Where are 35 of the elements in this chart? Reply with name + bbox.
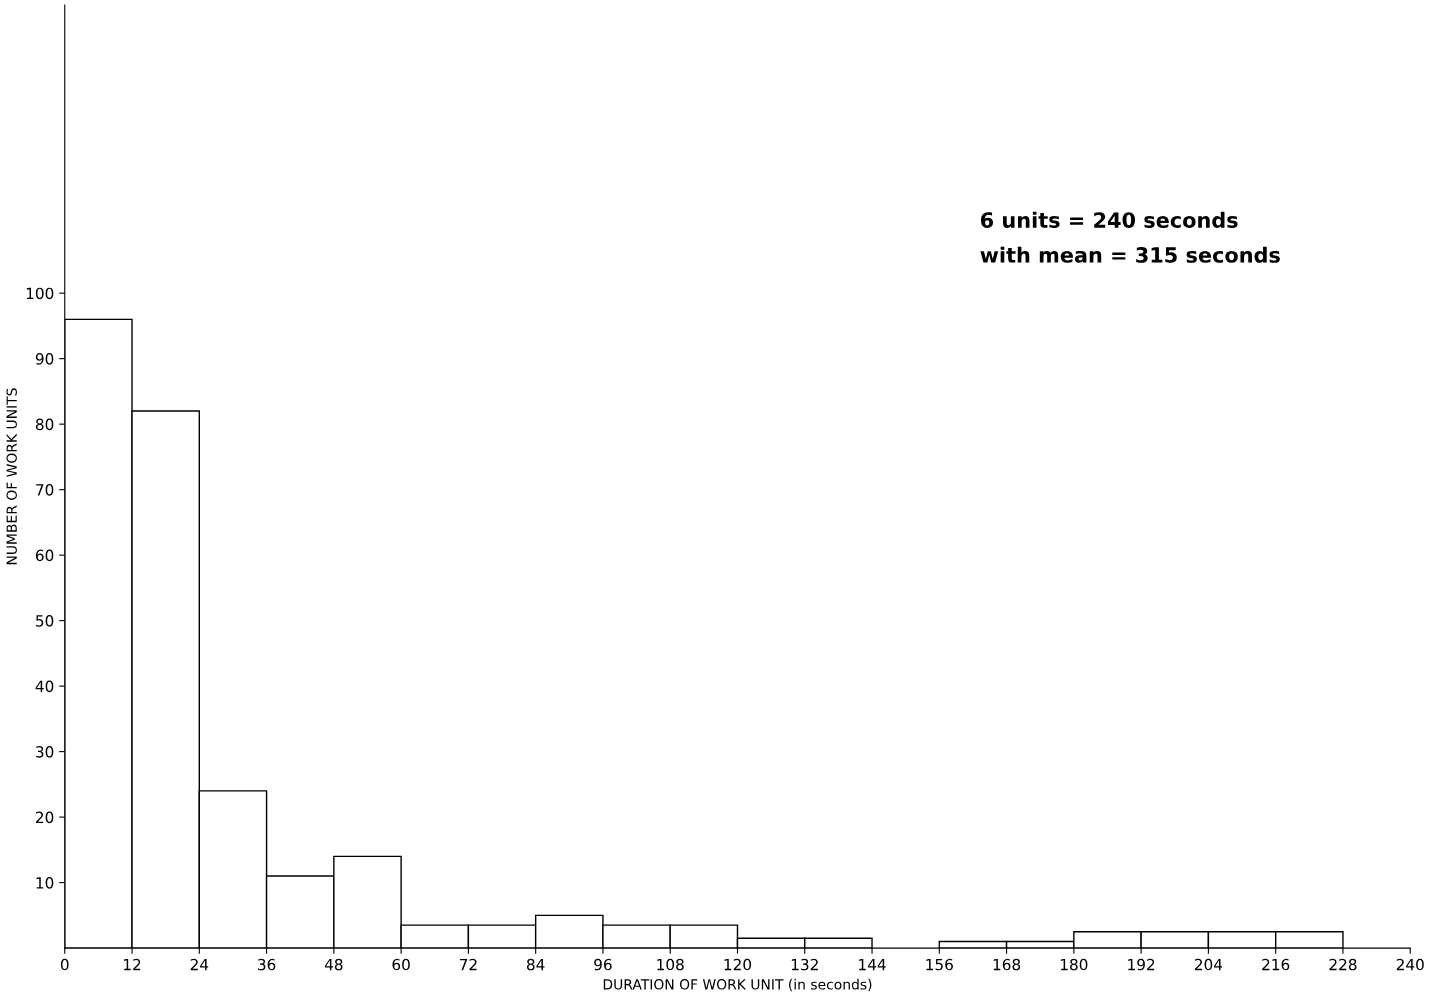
x-tick-label: 36 [258,958,276,971]
y-tick-label: 50 [36,615,54,627]
x-tick-label: 156 [926,958,953,971]
x-tick-label: 132 [791,958,818,971]
x-tick-label: 0 [60,958,69,971]
y-tick-label: 90 [35,353,54,365]
x-axis-title: DURATION OF WORK UNIT (in seconds) [603,978,872,992]
x-tick-label: 180 [1060,958,1088,971]
x-tick-label: 120 [724,958,752,971]
annotation: with mean = 315 seconds [980,246,1280,263]
y-tick-label: 30 [36,746,54,758]
y-tick-label: 80 [35,418,54,431]
x-tick-label: 144 [859,958,886,971]
y-tick-label: 60 [35,549,54,562]
x-tick-label: 24 [190,958,209,971]
y-tick-label: 40 [35,680,54,693]
y-tick-label: 100 [26,287,54,300]
x-tick-label: 84 [526,958,545,971]
y-tick-label: 70 [36,484,54,496]
x-tick-label: 108 [657,958,684,971]
x-tick-label: 192 [1128,958,1155,971]
x-tick-label: 96 [594,958,612,971]
y-tick-label: 10 [36,877,54,889]
x-tick-label: 240 [1396,958,1424,971]
x-tick-label: 204 [1194,958,1223,971]
x-tick-label: 48 [324,958,343,971]
y-axis-title: NUMBER OF WORK UNITS [6,388,17,565]
y-tick-label: 20 [36,811,54,824]
x-tick-label: 168 [993,958,1021,971]
x-tick-label: 60 [392,958,410,971]
x-tick-label: 228 [1329,958,1357,971]
x-tick-label: 12 [123,958,141,971]
x-tick-label: 72 [459,958,477,971]
annotation: 6 units = 240 seconds [980,211,1238,228]
x-tick-label: 216 [1262,958,1290,971]
